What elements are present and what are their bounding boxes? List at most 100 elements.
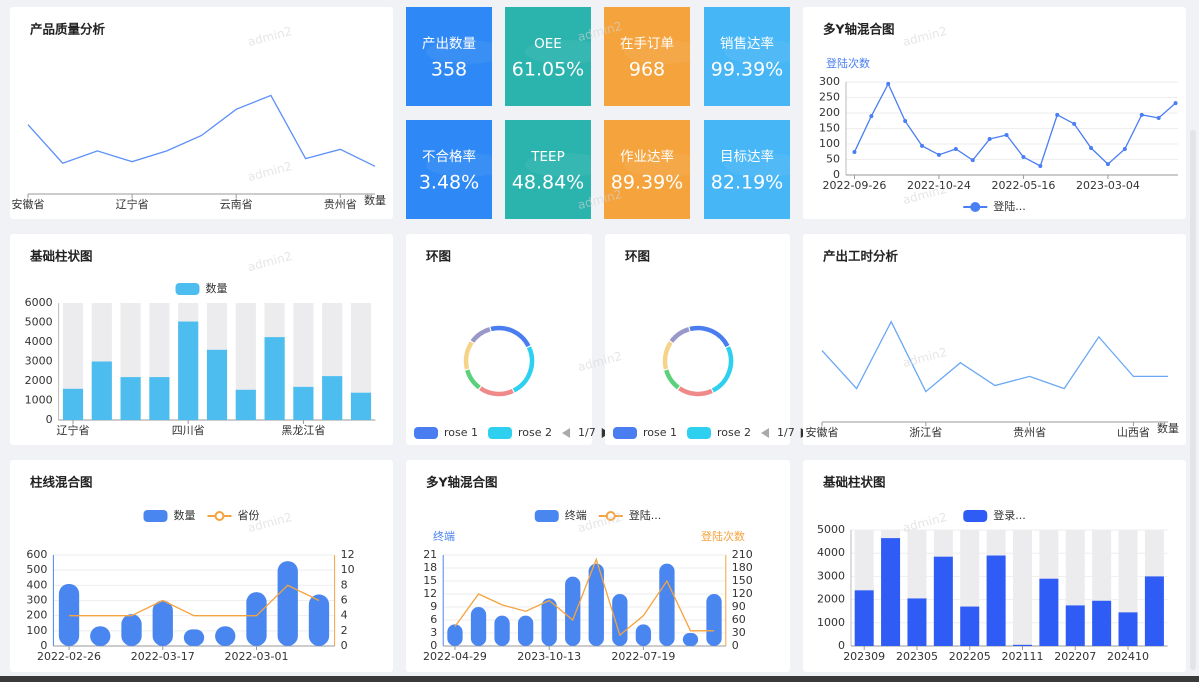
point <box>869 114 874 119</box>
kpi-wave <box>724 153 804 177</box>
kpi-tile <box>505 120 591 219</box>
bar <box>178 321 199 420</box>
bar <box>1012 644 1032 646</box>
y2-tick-label: 120 <box>732 587 753 600</box>
y-tick-label: 200 <box>819 106 840 119</box>
legend-swatch <box>613 427 637 439</box>
y-tick-label: 400 <box>26 578 47 591</box>
bar <box>986 555 1006 646</box>
y-tick-label: 200 <box>26 609 47 622</box>
y-tick-label: 4000 <box>25 335 53 348</box>
x-tick-label: 辽宁省 <box>116 197 149 211</box>
y-tick-label: 4000 <box>817 546 845 559</box>
x-tick-label: 2022-02-26 <box>37 650 101 663</box>
y2-tick-label: 2 <box>341 624 348 637</box>
y-tick-label: 0 <box>833 168 840 181</box>
kpi-wave <box>525 153 605 177</box>
legend-label: 登录... <box>993 508 1026 522</box>
y2-axis-name: 登陆次数 <box>701 529 745 543</box>
y-tick-label: 9 <box>430 600 437 613</box>
kpi-label: 作业达率 <box>620 148 674 165</box>
kpi-tile <box>704 120 790 219</box>
donut-segment <box>689 325 730 348</box>
y-tick-label: 3000 <box>25 355 53 368</box>
point <box>1139 112 1144 117</box>
donut-segment <box>512 346 535 393</box>
pager-label: 1/7 <box>777 426 795 439</box>
kpi-wave <box>624 153 704 177</box>
bar-background <box>350 303 372 420</box>
kpi-label: TEEP <box>530 149 564 165</box>
y-axis-name: 登陆次数 <box>826 56 870 70</box>
bar <box>494 615 510 646</box>
line <box>853 82 1176 167</box>
bar <box>565 576 581 646</box>
y-tick-label: 1000 <box>25 394 53 407</box>
x-tick-label: 贵州省 <box>1013 426 1046 439</box>
y-axis-name: 终端 <box>433 529 455 543</box>
donut-segment <box>711 346 734 393</box>
point <box>953 146 958 151</box>
kpi-tile <box>505 7 591 106</box>
legend-swatch <box>605 511 616 521</box>
bar <box>588 563 604 646</box>
x-tick-label: 浙江省 <box>909 426 942 439</box>
y-tick-label: 500 <box>26 563 47 576</box>
kpi-label: OEE <box>534 36 562 52</box>
bar <box>149 377 170 420</box>
card-title: 环图 <box>625 249 650 264</box>
x-axis-name: 数量 <box>364 194 386 207</box>
y-tick-label: 0 <box>40 639 47 652</box>
kpi-value: 99.39% <box>711 59 783 81</box>
legend-swatch <box>175 283 200 295</box>
bar <box>1092 600 1112 646</box>
kpi-tile <box>406 7 492 106</box>
pager-prev[interactable] <box>761 428 770 438</box>
y2-tick-label: 30 <box>732 626 746 639</box>
donut-segment <box>479 386 514 397</box>
scrollbar[interactable] <box>1190 130 1196 670</box>
card-title: 产品质量分析 <box>30 22 106 37</box>
point <box>1072 121 1077 126</box>
donut-segment <box>470 327 491 343</box>
bar <box>120 377 141 420</box>
point <box>1055 112 1060 117</box>
y2-tick-label: 180 <box>732 561 753 574</box>
pager-prev[interactable] <box>562 428 571 438</box>
x-tick-label: 2022-04-29 <box>423 650 487 663</box>
bar <box>206 349 228 420</box>
kpi-label: 在手订单 <box>620 36 674 52</box>
legend-label: rose 1 <box>444 426 478 439</box>
x-tick-label: 2022-03-01 <box>225 650 289 663</box>
point <box>852 150 857 155</box>
legend-swatch <box>687 427 712 439</box>
kpi-value: 82.19% <box>711 172 783 194</box>
y2-tick-label: 90 <box>732 600 746 613</box>
bar <box>1039 578 1059 646</box>
donut-segment <box>662 341 673 370</box>
kpi-tile <box>704 7 790 106</box>
point <box>1021 155 1026 160</box>
bar <box>58 583 80 646</box>
x-tick-label: 2022-07-19 <box>611 650 675 663</box>
bar <box>62 388 84 420</box>
bar <box>246 592 267 646</box>
x-tick-label: 安徽省 <box>806 425 839 439</box>
y-tick-label: 15 <box>423 574 437 587</box>
card-title: 产出工时分析 <box>823 249 899 264</box>
line <box>27 94 376 167</box>
x-tick-label: 202111 <box>1001 650 1043 663</box>
y-tick-label: 300 <box>819 75 840 88</box>
bar <box>1144 576 1164 646</box>
legend-label: 数量 <box>174 509 196 522</box>
bar <box>183 629 205 646</box>
point <box>1004 133 1009 138</box>
x-tick-label: 202410 <box>1107 650 1149 663</box>
point <box>936 152 941 157</box>
donut-segment <box>664 369 680 390</box>
line <box>454 557 715 637</box>
legend-swatch <box>488 427 513 439</box>
bar <box>659 563 675 646</box>
point <box>1173 101 1178 106</box>
card <box>803 234 1186 445</box>
